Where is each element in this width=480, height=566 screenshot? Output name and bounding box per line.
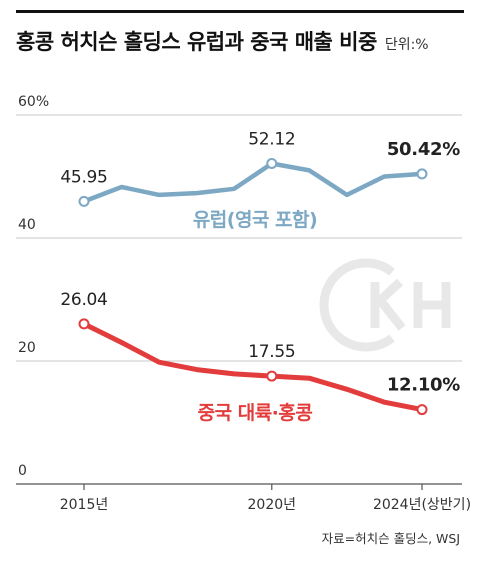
data-point-marker — [266, 157, 278, 169]
chart-title: 홍콩 허치슨 홀딩스 유럽과 중국 매출 비중 — [16, 30, 377, 54]
y-tick-label: 60% — [18, 94, 49, 110]
data-label: 26.04 — [60, 290, 107, 310]
watermark-logo — [319, 258, 451, 352]
data-point-marker — [78, 195, 90, 207]
series-line-china — [81, 321, 425, 413]
data-label: 45.95 — [60, 167, 107, 187]
data-point-marker — [266, 370, 278, 382]
axis-layer: 60% 40 20 0 2015년 2020년 2024년(상반기) — [18, 94, 471, 513]
x-tick-label: 2024년(상반기) — [373, 497, 471, 513]
y-tick-label: 0 — [18, 463, 27, 479]
x-tick-label: 2020년 — [248, 497, 297, 513]
data-label: 12.10% — [387, 375, 460, 396]
grid-layer — [16, 114, 462, 485]
label-layer: 45.95 52.12 50.42% 유럽(영국 포함) 26.04 17.55 12.10… — [60, 129, 460, 424]
source-note: 자료=허치슨 홀딩스, WSJ — [321, 531, 460, 546]
title-row: 홍콩 허치슨 홀딩스 유럽과 중국 매출 비중 단위:% — [16, 26, 464, 60]
data-point-marker — [78, 318, 90, 330]
series-line-europe — [81, 161, 425, 204]
series-layer — [78, 157, 428, 416]
data-point-marker — [416, 404, 428, 416]
top-rule — [16, 10, 464, 13]
unit-label: 단위:% — [384, 37, 429, 53]
x-tick-label: 2015년 — [60, 497, 109, 513]
data-label: 50.42% — [387, 139, 460, 160]
data-label: 52.12 — [248, 129, 295, 149]
data-point-marker — [416, 168, 428, 180]
y-tick-label: 20 — [18, 340, 36, 356]
series-name-label: 유럽(영국 포함) — [193, 209, 317, 231]
y-tick-label: 40 — [18, 217, 36, 233]
series-name-label: 중국 대륙·홍콩 — [198, 401, 313, 424]
data-label: 17.55 — [248, 342, 295, 362]
